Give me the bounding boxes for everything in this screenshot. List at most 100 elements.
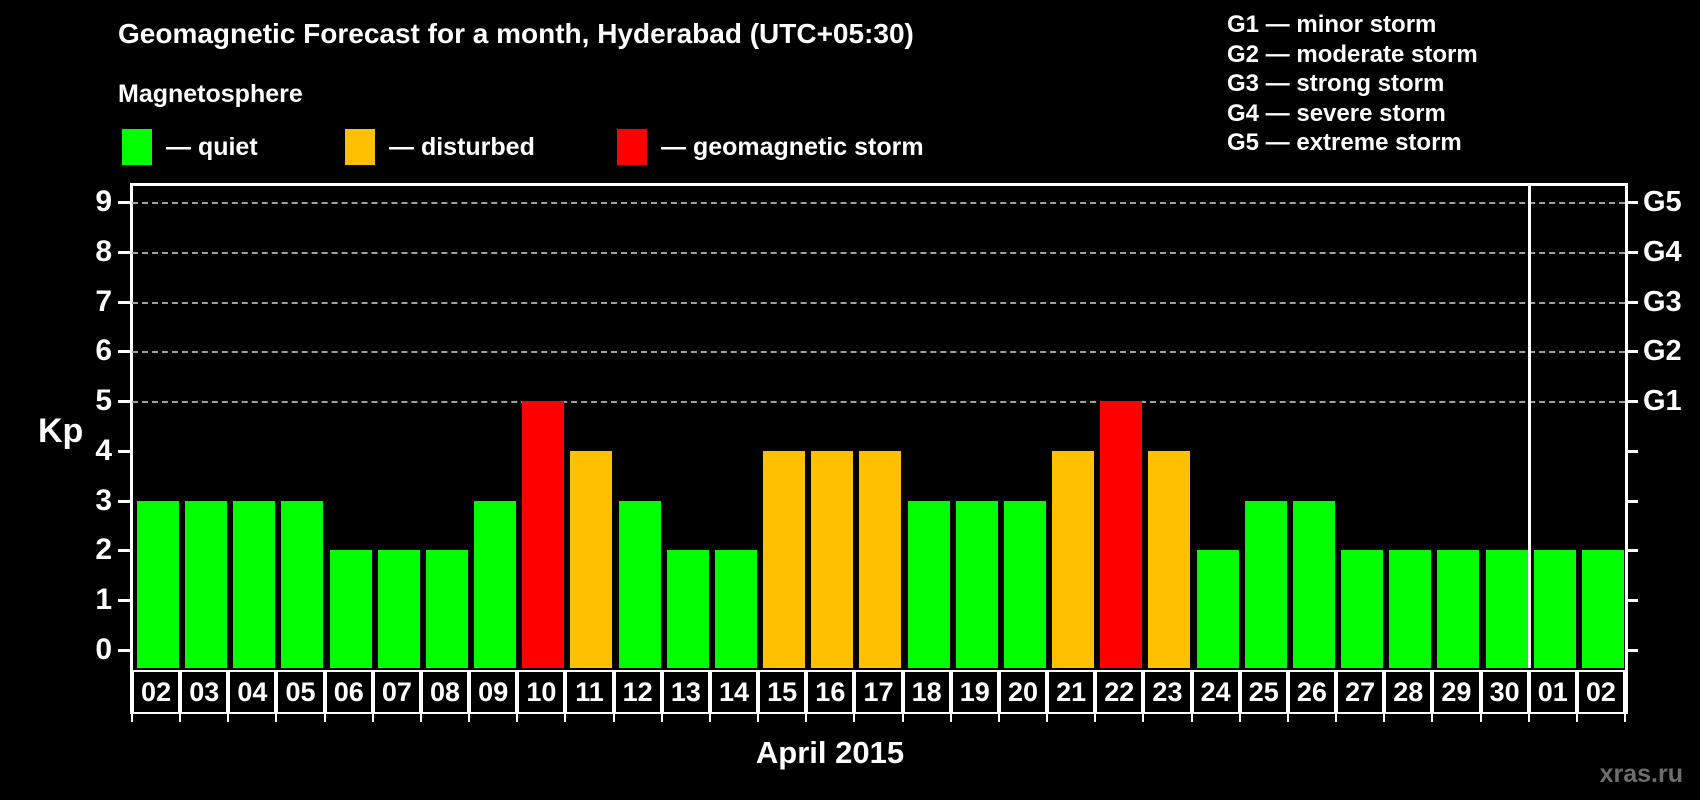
kp-bar-day-17 <box>859 450 902 668</box>
day-label-20: 20 <box>998 670 1048 714</box>
day-label-30: 30 <box>1480 670 1529 714</box>
x-boundary-tick <box>901 714 904 722</box>
g-tick-label-G4: G4 <box>1643 235 1682 268</box>
x-boundary-tick <box>564 714 567 722</box>
gridline-kp8 <box>132 251 1625 254</box>
plot-frame-top <box>132 183 1628 186</box>
kp-bar-day-30 <box>1485 550 1528 668</box>
kp-bar-day-11 <box>570 450 613 668</box>
kp-bar-day-13 <box>666 550 709 668</box>
day-label-02-next: 02 <box>1576 670 1625 714</box>
day-label-07: 07 <box>372 670 421 714</box>
day-label-17: 17 <box>854 670 903 714</box>
kp-axis-title: Kp <box>38 412 84 450</box>
kp-tick-1 <box>118 599 131 603</box>
x-boundary-tick <box>1383 714 1386 722</box>
g-tick-2 <box>1625 549 1638 553</box>
x-boundary-tick <box>1142 714 1145 722</box>
kp-tick-4 <box>118 449 131 453</box>
kp-tick-0 <box>118 649 131 652</box>
kp-bar-day-26 <box>1292 500 1335 668</box>
kp-bar-day-09 <box>474 500 517 668</box>
day-label-14: 14 <box>709 670 759 714</box>
kp-tick-label-5: 5 <box>95 384 112 418</box>
kp-bar-day-15 <box>763 450 806 668</box>
g-tick-label-G1: G1 <box>1643 385 1682 418</box>
legend-item-quiet: — quiet <box>122 129 258 165</box>
gridline-kp5 <box>132 401 1625 404</box>
g-tick-label-G2: G2 <box>1643 335 1682 368</box>
g-tick-7 <box>1625 300 1638 304</box>
month-boundary-line <box>1527 183 1531 668</box>
day-label-22: 22 <box>1095 670 1144 714</box>
x-boundary-tick <box>949 714 952 722</box>
kp-tick-label-9: 9 <box>95 184 112 218</box>
day-label-01-next: 01 <box>1528 670 1577 714</box>
x-boundary-tick <box>708 714 711 722</box>
day-label-18: 18 <box>902 670 951 714</box>
x-boundary-tick <box>997 714 1000 722</box>
x-boundary-tick <box>612 714 615 722</box>
kp-bar-day-14 <box>714 550 757 668</box>
g-tick-label-G5: G5 <box>1643 185 1682 218</box>
disturbed-swatch-icon <box>345 129 375 165</box>
legend-label-disturbed: — disturbed <box>389 132 535 161</box>
legend-label-geomagnetic-storm: — geomagnetic storm <box>661 132 924 161</box>
day-label-28: 28 <box>1384 670 1433 714</box>
kp-bar-day-25 <box>1244 500 1287 668</box>
x-boundary-tick <box>1431 714 1434 722</box>
kp-bar-day-06 <box>329 550 372 668</box>
kp-tick-label-8: 8 <box>95 234 112 268</box>
kp-bar-day-02 <box>1581 550 1624 668</box>
x-boundary-tick <box>1479 714 1482 722</box>
day-label-04: 04 <box>228 670 277 714</box>
watermark: xras.ru <box>1599 760 1683 788</box>
x-boundary-tick <box>179 714 182 722</box>
day-label-12: 12 <box>613 670 662 714</box>
day-label-03: 03 <box>180 670 229 714</box>
x-boundary-tick <box>805 714 808 722</box>
g-tick-6 <box>1625 350 1638 354</box>
g-tick-0 <box>1625 649 1638 652</box>
kp-tick-label-7: 7 <box>95 284 112 318</box>
kp-bar-day-04 <box>233 500 276 668</box>
legend-label-quiet: — quiet <box>166 132 258 161</box>
kp-tick-9 <box>118 200 131 204</box>
g-legend-line-4: G4 — severe storm <box>1227 99 1446 127</box>
legend-item-geomagnetic-storm: — geomagnetic storm <box>617 129 924 165</box>
kp-bar-day-12 <box>618 500 661 668</box>
kp-bar-day-05 <box>281 500 324 668</box>
quiet-swatch-icon <box>122 129 152 165</box>
kp-tick-label-4: 4 <box>95 433 112 467</box>
x-boundary-tick <box>1094 714 1097 722</box>
day-label-13: 13 <box>661 670 710 714</box>
gridline-kp9 <box>132 201 1625 204</box>
day-label-08: 08 <box>420 670 470 714</box>
kp-tick-label-6: 6 <box>95 334 112 368</box>
x-boundary-tick <box>1624 714 1626 722</box>
x-boundary-tick <box>323 714 326 722</box>
day-label-25: 25 <box>1239 670 1288 714</box>
kp-tick-6 <box>118 350 131 354</box>
gridline-kp7 <box>132 301 1625 304</box>
chart-title: Geomagnetic Forecast for a month, Hydera… <box>118 18 914 49</box>
day-label-11: 11 <box>565 670 614 714</box>
day-label-27: 27 <box>1336 670 1385 714</box>
kp-bar-day-01 <box>1533 550 1576 668</box>
x-boundary-tick <box>419 714 422 722</box>
g-tick-5 <box>1625 400 1638 404</box>
g-legend-line-1: G1 — minor storm <box>1227 11 1437 38</box>
kp-bar-day-29 <box>1437 550 1480 668</box>
g-tick-8 <box>1625 250 1638 254</box>
day-label-26: 26 <box>1287 670 1337 714</box>
day-label-10: 10 <box>517 670 566 714</box>
g-legend-line-3: G3 — strong storm <box>1227 70 1445 97</box>
x-boundary-tick <box>468 714 471 722</box>
g-legend-line-5: G5 — extreme storm <box>1227 129 1462 156</box>
kp-bar-day-22 <box>1100 401 1143 668</box>
x-boundary-tick <box>1286 714 1289 722</box>
kp-tick-7 <box>118 300 131 304</box>
g-tick-3 <box>1625 499 1638 503</box>
g-scale-legend: G1 — minor storm G2 — moderate storm G3 — … <box>1227 10 1478 158</box>
